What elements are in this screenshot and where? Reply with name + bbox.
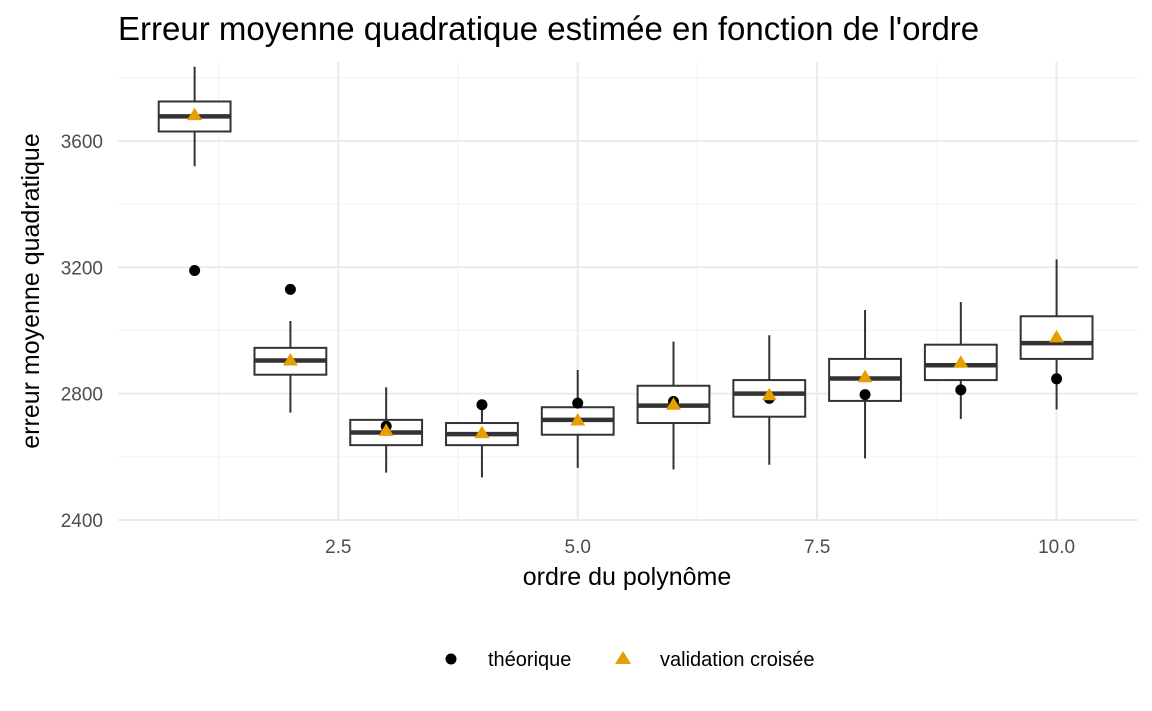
x-tick-label: 2.5 (325, 537, 351, 558)
y-tick-label: 2400 (61, 511, 103, 532)
point-theorique (476, 399, 488, 411)
boxplot (828, 309, 902, 459)
point-validation-croisee (761, 387, 777, 401)
point-theorique (284, 283, 296, 295)
y-tick-label: 3600 (61, 132, 103, 153)
grid (118, 62, 1138, 521)
legend-label-theorique: théorique (488, 649, 571, 671)
x-tick-label: 10.0 (1038, 537, 1075, 558)
point-theorique (955, 384, 967, 396)
x-tick-label: 5.0 (565, 537, 591, 558)
y-tick-label: 2800 (61, 385, 103, 406)
boxplots (157, 66, 1094, 478)
point-theorique (859, 389, 871, 401)
point-validation-croisee (282, 352, 298, 366)
point-validation-croisee (474, 425, 490, 439)
boxplot (253, 321, 328, 413)
legend-label-validation-croisee: validation croisée (660, 649, 815, 671)
y-axis-title: erreur moyenne quadratique (17, 133, 45, 448)
boxplot-box (732, 379, 807, 418)
points (187, 107, 1065, 439)
point-validation-croisee (953, 355, 969, 368)
y-axis: 2400 2800 3200 3600 (61, 132, 103, 532)
point-validation-croisee (857, 369, 873, 383)
point-validation-croisee (1049, 329, 1065, 343)
x-tick-label: 7.5 (804, 537, 830, 558)
legend-triangle-marker (615, 651, 631, 664)
point-validation-croisee (187, 107, 203, 121)
boxplot (445, 406, 519, 478)
point-theorique (1051, 373, 1063, 385)
chart-title: Erreur moyenne quadratique estimée en fo… (118, 10, 979, 47)
y-tick-label: 3200 (61, 258, 103, 279)
point-theorique (572, 397, 584, 409)
legend: théorique validation croisée (445, 649, 815, 671)
legend-circle-marker (445, 653, 457, 665)
point-validation-croisee (378, 423, 394, 436)
x-axis-title: ordre du polynôme (523, 563, 731, 591)
point-validation-croisee (665, 397, 681, 410)
point-validation-croisee (570, 413, 586, 426)
point-theorique (189, 264, 201, 276)
x-axis: 2.5 5.0 7.5 10.0 (325, 537, 1075, 558)
